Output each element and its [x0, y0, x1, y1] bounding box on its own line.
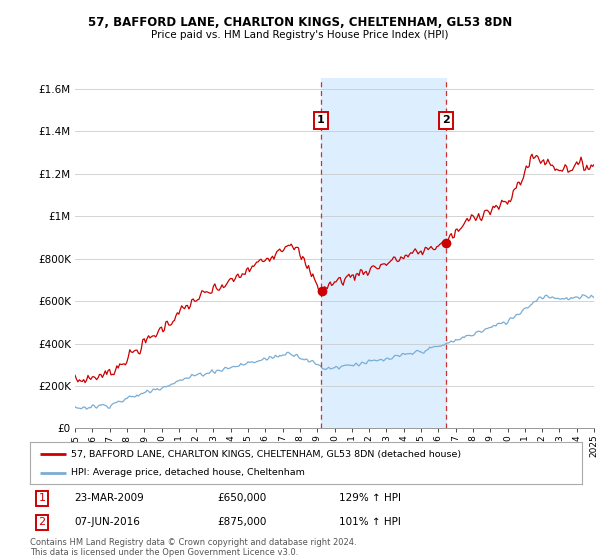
Text: HPI: Average price, detached house, Cheltenham: HPI: Average price, detached house, Chel… [71, 468, 305, 477]
Text: £875,000: £875,000 [218, 517, 267, 528]
Text: Price paid vs. HM Land Registry's House Price Index (HPI): Price paid vs. HM Land Registry's House … [151, 30, 449, 40]
Text: 101% ↑ HPI: 101% ↑ HPI [339, 517, 401, 528]
Text: 2: 2 [442, 115, 450, 125]
Text: 57, BAFFORD LANE, CHARLTON KINGS, CHELTENHAM, GL53 8DN: 57, BAFFORD LANE, CHARLTON KINGS, CHELTE… [88, 16, 512, 29]
Text: 129% ↑ HPI: 129% ↑ HPI [339, 493, 401, 503]
Text: 1: 1 [38, 493, 46, 503]
Text: 1: 1 [317, 115, 325, 125]
Bar [321, 78, 446, 428]
Text: 07-JUN-2016: 07-JUN-2016 [74, 517, 140, 528]
Text: £650,000: £650,000 [218, 493, 267, 503]
Text: 57, BAFFORD LANE, CHARLTON KINGS, CHELTENHAM, GL53 8DN (detached house): 57, BAFFORD LANE, CHARLTON KINGS, CHELTE… [71, 450, 461, 459]
Text: 2: 2 [38, 517, 46, 528]
Text: 23-MAR-2009: 23-MAR-2009 [74, 493, 144, 503]
Text: Contains HM Land Registry data © Crown copyright and database right 2024.
This d: Contains HM Land Registry data © Crown c… [30, 538, 356, 557]
